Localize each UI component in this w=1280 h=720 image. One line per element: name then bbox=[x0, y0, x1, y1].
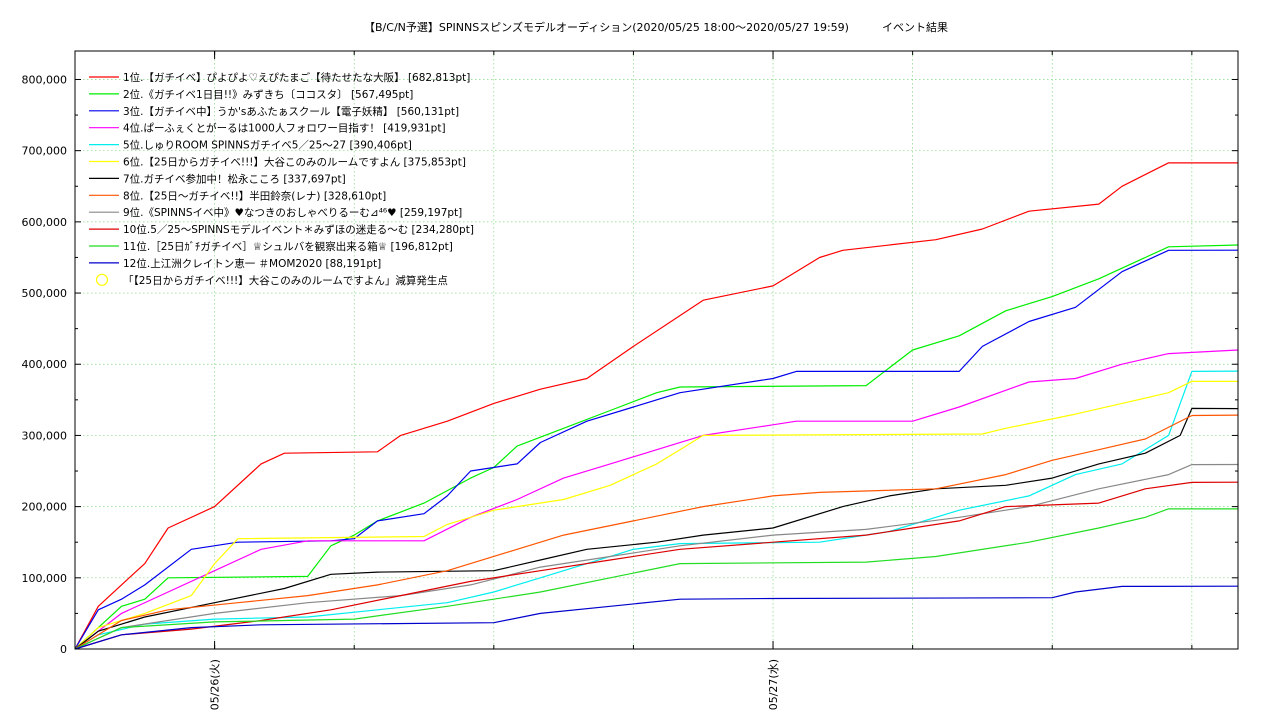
y-tick-label: 100,000 bbox=[22, 572, 68, 585]
series-line-1 bbox=[74, 162, 1239, 650]
legend-entry: 12位.上江洲クレイトン恵一 ＃MOM2020 [88,191pt] bbox=[123, 257, 381, 270]
legend-annotation-label: 「【25日からガチイベ!!!】大谷このみのルームですよん」減算発生点 bbox=[123, 274, 448, 287]
legend-entry: 7位.ガチイベ参加中！松永こころ [337,697pt] bbox=[123, 172, 346, 185]
series-line-3 bbox=[74, 249, 1239, 650]
y-tick-label: 700,000 bbox=[22, 145, 68, 158]
legend-annotation-marker bbox=[95, 273, 109, 286]
series-line-9 bbox=[74, 463, 1239, 650]
legend-entry: 9位.《SPINNSイベ中》♥なつきのおしゃべりるーむ⊿⁴⁶♥ [259,197… bbox=[123, 206, 462, 219]
x-tick-label: 05/27(水) bbox=[767, 659, 780, 710]
legend-entry: 6位.【25日からガチイベ!!!】大谷このみのルームですよん [375,853p… bbox=[123, 156, 466, 169]
series-line-12 bbox=[74, 585, 1239, 650]
series-line-7 bbox=[74, 407, 1239, 650]
legend-entry: 1位.【ガチイベ】ぴよぴよ♡えぴたまご【待たせたな大阪】 [682,813pt] bbox=[123, 71, 470, 84]
series-line-5 bbox=[74, 370, 1239, 650]
series-line-10 bbox=[74, 481, 1239, 650]
plot-frame bbox=[74, 50, 1239, 650]
legend-entry: 11位.［25日ｶﾞﾁガチイベ］♕シュルバを観察出来る箱♕ [196,812pt… bbox=[123, 240, 453, 253]
y-tick-label: 0 bbox=[60, 643, 67, 656]
series-line-11 bbox=[74, 508, 1239, 650]
series-layer bbox=[74, 162, 1239, 650]
legend-entry: 2位.《ガチイベ1日目!!》みずきち〔ココスタ〕 [567,495pt] bbox=[123, 88, 413, 101]
series-line-4 bbox=[74, 349, 1239, 650]
series-line-8 bbox=[74, 414, 1239, 650]
y-tick-label: 600,000 bbox=[22, 216, 68, 229]
grid-lines bbox=[74, 51, 1238, 649]
axis-ticks: 0 100,000 200,000 300,000 400,000 500,000 600,… bbox=[22, 51, 1238, 710]
y-tick-label: 800,000 bbox=[22, 73, 68, 86]
y-tick-label: 200,000 bbox=[22, 501, 68, 514]
y-tick-label: 300,000 bbox=[22, 429, 68, 442]
legend-entry: 5位.しゅりROOM SPINNSガチイベ5／25〜27 [390,406pt] bbox=[123, 139, 412, 152]
legend-entry: 8位.【25日〜ガチイベ!!】半田鈴奈(レナ) [328,610pt] bbox=[123, 189, 386, 202]
y-tick-label: 500,000 bbox=[22, 287, 68, 300]
x-tick-label: 05/26(火) bbox=[209, 659, 222, 710]
legend: 1位.【ガチイベ】ぴよぴよ♡えぴたまご【待たせたな大阪】 [682,813pt]… bbox=[89, 71, 474, 287]
legend-entry: 4位.ぱーふぇくとがーるは1000人フォロワー目指す！ [419,931pt] bbox=[123, 122, 446, 135]
series-line-2 bbox=[74, 244, 1239, 650]
y-tick-label: 400,000 bbox=[22, 358, 68, 371]
series-line-6 bbox=[74, 380, 1239, 650]
legend-entry: 10位.5／25〜SPINNSモデルイベント＊みずほの迷走る〜む [234,28… bbox=[123, 223, 474, 236]
legend-entry: 3位.【ガチイベ中】うか'sあふたぁスクール【電子妖精】 [560,131pt] bbox=[123, 105, 459, 118]
chart-title: 【B/C/N予選】SPINNSスピンズモデルオーディション(2020/05/25… bbox=[364, 20, 948, 34]
